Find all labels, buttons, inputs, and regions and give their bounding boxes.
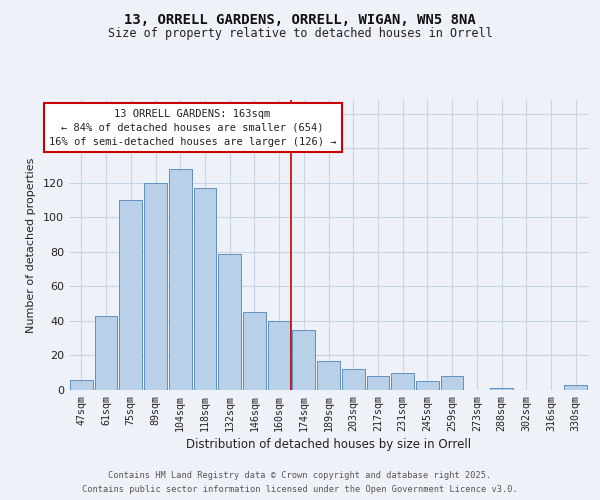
- Text: 13 ORRELL GARDENS: 163sqm
← 84% of detached houses are smaller (654)
16% of semi: 13 ORRELL GARDENS: 163sqm ← 84% of detac…: [49, 108, 337, 146]
- Bar: [342, 370, 365, 390]
- Bar: [169, 169, 191, 390]
- Bar: [317, 360, 340, 390]
- Bar: [268, 321, 290, 390]
- X-axis label: Distribution of detached houses by size in Orrell: Distribution of detached houses by size …: [186, 438, 471, 451]
- Bar: [490, 388, 513, 390]
- Text: Size of property relative to detached houses in Orrell: Size of property relative to detached ho…: [107, 28, 493, 40]
- Text: Contains public sector information licensed under the Open Government Licence v3: Contains public sector information licen…: [82, 484, 518, 494]
- Y-axis label: Number of detached properties: Number of detached properties: [26, 158, 36, 332]
- Bar: [243, 312, 266, 390]
- Bar: [194, 188, 216, 390]
- Bar: [119, 200, 142, 390]
- Bar: [144, 183, 167, 390]
- Bar: [95, 316, 118, 390]
- Bar: [564, 385, 587, 390]
- Bar: [70, 380, 93, 390]
- Bar: [391, 372, 414, 390]
- Bar: [441, 376, 463, 390]
- Bar: [218, 254, 241, 390]
- Text: 13, ORRELL GARDENS, ORRELL, WIGAN, WN5 8NA: 13, ORRELL GARDENS, ORRELL, WIGAN, WN5 8…: [124, 12, 476, 26]
- Text: Contains HM Land Registry data © Crown copyright and database right 2025.: Contains HM Land Registry data © Crown c…: [109, 472, 491, 480]
- Bar: [416, 382, 439, 390]
- Bar: [367, 376, 389, 390]
- Bar: [292, 330, 315, 390]
